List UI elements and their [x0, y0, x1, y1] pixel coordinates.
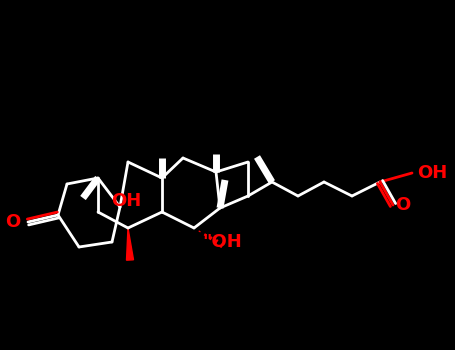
Text: OH: OH: [417, 164, 447, 182]
Text: OH: OH: [111, 192, 141, 210]
Polygon shape: [126, 228, 133, 260]
Text: O: O: [395, 196, 410, 214]
Text: "OH: "OH: [202, 233, 242, 251]
Text: O: O: [5, 213, 20, 231]
